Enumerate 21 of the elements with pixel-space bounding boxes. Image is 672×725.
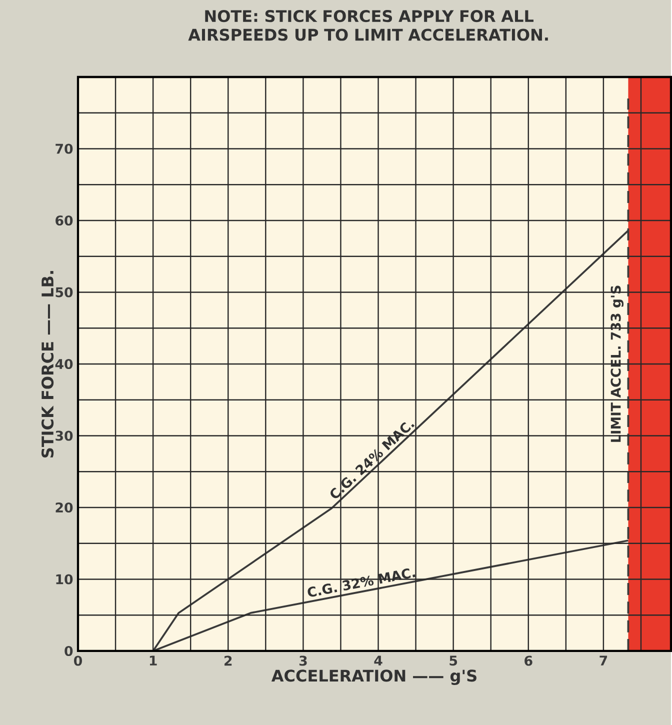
x-tick-label: 7 xyxy=(600,656,607,666)
ref-line-label: LIMIT ACCEL. 733 g'S xyxy=(610,286,624,442)
chart-title: NOTE: STICK FORCES APPLY FOR ALL AIRSPEEDS UP TO LIMIT ACCELERATION. xyxy=(188,10,548,41)
y-tick-label: 30 xyxy=(56,430,73,441)
x-tick-label: 2 xyxy=(224,656,232,666)
y-axis-title: STICK FORCE —— LB. xyxy=(41,271,54,458)
y-tick-label: 70 xyxy=(56,144,73,154)
x-axis-title: ACCELERATION —— g'S xyxy=(271,670,476,685)
x-tick-label: 6 xyxy=(524,656,532,666)
x-tick-label: 0 xyxy=(74,656,82,666)
y-tick-label: 10 xyxy=(56,574,73,584)
x-tick-label: 3 xyxy=(299,656,307,666)
y-tick-label: 40 xyxy=(55,358,73,370)
x-tick-label: 4 xyxy=(374,656,382,666)
y-tick-label: 20 xyxy=(56,502,73,513)
x-tick-label: 1 xyxy=(150,656,157,666)
y-tick-label: 50 xyxy=(56,287,73,298)
x-tick-label: 5 xyxy=(450,656,457,666)
y-tick-label: 60 xyxy=(56,215,73,226)
annotation: C.G. 32% MAC. xyxy=(308,568,416,597)
y-tick-label: 0 xyxy=(64,646,73,656)
